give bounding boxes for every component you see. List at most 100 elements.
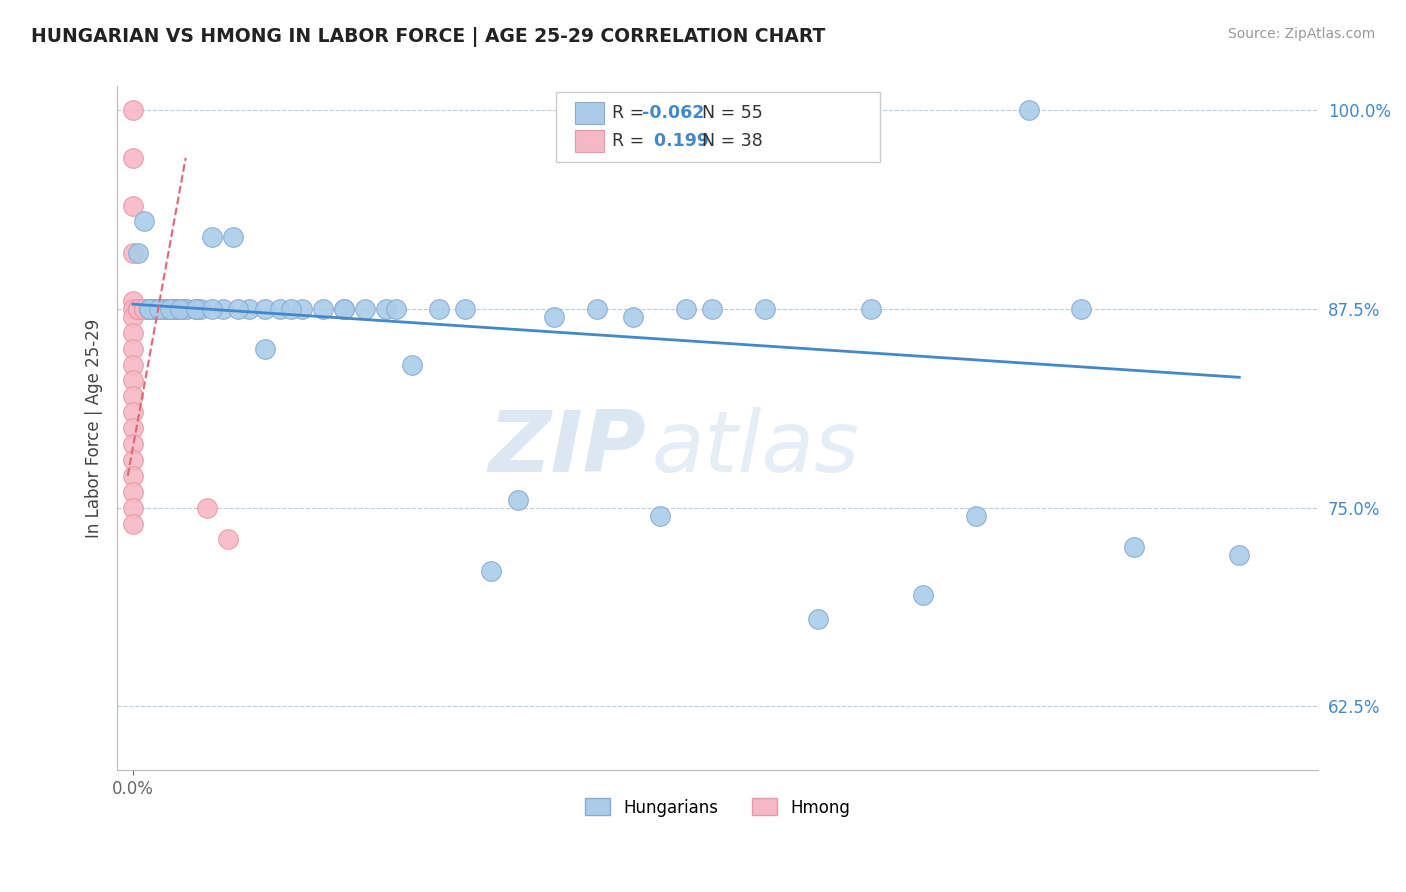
- Point: [675, 301, 697, 316]
- Point: [122, 405, 145, 419]
- Point: [153, 301, 176, 316]
- Point: [269, 301, 291, 316]
- Point: [280, 301, 302, 316]
- Point: [132, 214, 155, 228]
- Point: [143, 301, 166, 316]
- Text: R =: R =: [612, 132, 650, 150]
- Point: [859, 301, 882, 316]
- Point: [623, 310, 645, 324]
- Point: [122, 293, 145, 308]
- Point: [186, 301, 208, 316]
- Point: [1122, 541, 1144, 555]
- Point: [122, 103, 145, 118]
- Point: [228, 301, 250, 316]
- Point: [290, 301, 312, 316]
- Text: R =: R =: [612, 104, 650, 122]
- Point: [253, 342, 276, 356]
- Point: [122, 468, 145, 483]
- Point: [1227, 549, 1250, 563]
- Point: [169, 301, 191, 316]
- Point: [912, 588, 935, 602]
- Point: [1070, 301, 1092, 316]
- Point: [122, 421, 145, 435]
- Point: [122, 453, 145, 467]
- Point: [148, 301, 170, 316]
- Point: [127, 301, 149, 316]
- Point: [211, 301, 233, 316]
- Point: [138, 301, 160, 316]
- Text: ZIP: ZIP: [488, 407, 645, 491]
- Point: [122, 342, 145, 356]
- Point: [127, 301, 149, 316]
- Point: [122, 437, 145, 451]
- Point: [148, 301, 170, 316]
- Point: [238, 301, 260, 316]
- Point: [153, 301, 176, 316]
- Point: [122, 484, 145, 499]
- Point: [122, 151, 145, 165]
- Point: [138, 301, 160, 316]
- Point: [201, 230, 224, 244]
- Point: [132, 301, 155, 316]
- Point: [122, 246, 145, 260]
- Text: 0.199: 0.199: [643, 132, 709, 150]
- Point: [138, 301, 160, 316]
- Point: [127, 301, 149, 316]
- Point: [222, 230, 245, 244]
- FancyBboxPatch shape: [575, 102, 603, 124]
- Legend: Hungarians, Hmong: Hungarians, Hmong: [579, 792, 856, 823]
- Point: [122, 326, 145, 340]
- Point: [353, 301, 375, 316]
- Text: N = 38: N = 38: [702, 132, 763, 150]
- Point: [159, 301, 181, 316]
- Y-axis label: In Labor Force | Age 25-29: In Labor Force | Age 25-29: [86, 318, 103, 538]
- Point: [165, 301, 187, 316]
- Point: [506, 492, 529, 507]
- Point: [122, 389, 145, 403]
- Point: [332, 301, 354, 316]
- Point: [427, 301, 450, 316]
- Point: [169, 301, 191, 316]
- Point: [201, 301, 224, 316]
- Point: [122, 198, 145, 212]
- Point: [174, 301, 197, 316]
- Text: -0.062: -0.062: [643, 104, 704, 122]
- Point: [374, 301, 396, 316]
- Point: [754, 301, 776, 316]
- Point: [479, 564, 502, 578]
- Text: N = 55: N = 55: [702, 104, 763, 122]
- Point: [807, 612, 830, 626]
- Point: [253, 301, 276, 316]
- Text: atlas: atlas: [651, 407, 859, 491]
- Point: [132, 301, 155, 316]
- Point: [122, 310, 145, 324]
- Point: [122, 516, 145, 531]
- Point: [1018, 103, 1040, 118]
- Point: [702, 301, 724, 316]
- Text: Source: ZipAtlas.com: Source: ZipAtlas.com: [1227, 27, 1375, 41]
- Point: [148, 301, 170, 316]
- Point: [186, 301, 208, 316]
- FancyBboxPatch shape: [555, 92, 880, 161]
- Point: [127, 301, 149, 316]
- Point: [143, 301, 166, 316]
- Point: [543, 310, 565, 324]
- Point: [165, 301, 187, 316]
- Point: [401, 358, 423, 372]
- Point: [585, 301, 607, 316]
- Point: [138, 301, 160, 316]
- Point: [122, 301, 145, 316]
- Point: [217, 533, 239, 547]
- Point: [311, 301, 333, 316]
- Point: [122, 374, 145, 388]
- Point: [169, 301, 191, 316]
- Text: HUNGARIAN VS HMONG IN LABOR FORCE | AGE 25-29 CORRELATION CHART: HUNGARIAN VS HMONG IN LABOR FORCE | AGE …: [31, 27, 825, 46]
- Point: [174, 301, 197, 316]
- Point: [127, 246, 149, 260]
- Point: [122, 500, 145, 515]
- Point: [190, 301, 212, 316]
- Point: [454, 301, 477, 316]
- Point: [186, 301, 208, 316]
- Point: [159, 301, 181, 316]
- Point: [332, 301, 354, 316]
